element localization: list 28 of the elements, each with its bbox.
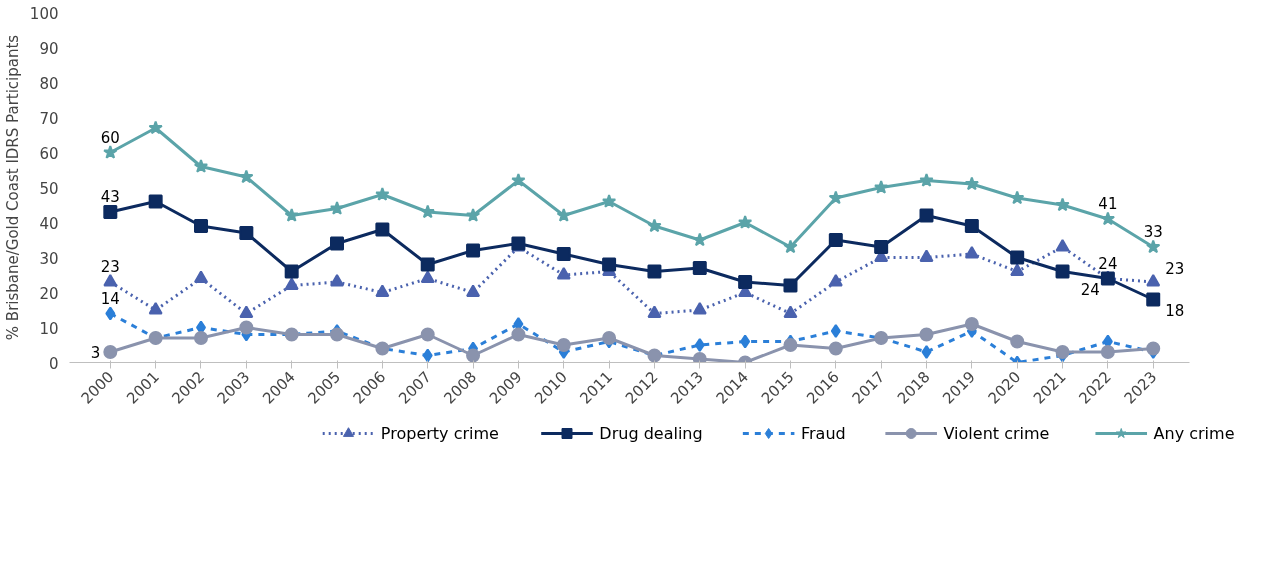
y-tick-label: 90 [39, 39, 59, 58]
data-label: 24 [1098, 254, 1118, 273]
y-tick-label: 30 [39, 249, 59, 268]
y-tick-label: 50 [39, 179, 59, 198]
data-label: 18 [1165, 301, 1185, 320]
legend-label: Drug dealing [599, 424, 703, 443]
legend-label: Violent crime [943, 424, 1050, 443]
y-tick-label: 60 [39, 144, 59, 163]
data-label: 14 [100, 289, 120, 308]
data-label: 60 [100, 128, 120, 147]
y-tick-label: 70 [39, 109, 59, 128]
legend-label: Fraud [800, 424, 846, 443]
data-label: 24 [1080, 280, 1100, 299]
legend-label: Any crime [1153, 424, 1235, 443]
data-label: 23 [100, 258, 120, 276]
data-label: 33 [1143, 223, 1163, 241]
y-tick-label: 0 [48, 354, 59, 373]
y-tick-label: 100 [29, 4, 59, 23]
y-tick-label: 80 [39, 74, 59, 93]
legend-label: Property crime [380, 424, 499, 443]
y-tick-label: 10 [39, 319, 59, 338]
y-axis-title: % Brisbane/Gold Coast IDRS Participants [3, 34, 22, 341]
data-label: 43 [100, 188, 120, 206]
data-label: 41 [1098, 195, 1118, 213]
data-label: 3 [90, 344, 101, 362]
data-label: 23 [1165, 260, 1185, 278]
y-tick-label: 20 [39, 284, 59, 303]
y-tick-label: 40 [39, 214, 59, 233]
